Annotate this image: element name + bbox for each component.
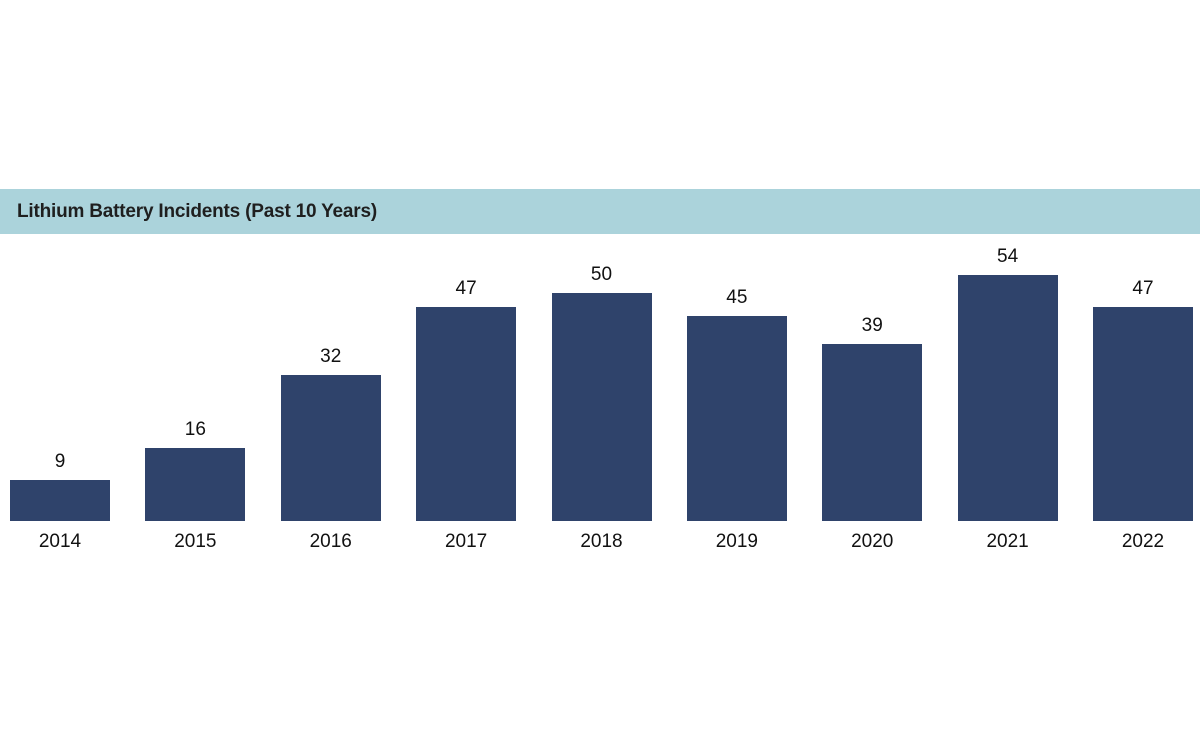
x-axis-labels: 2014 2015 2016 2017 2018 2019 2020 2021 2022 — [0, 531, 1200, 553]
bar-column: 39 — [822, 315, 923, 521]
x-axis-tick-label: 2021 — [986, 531, 1029, 552]
x-axis-tick-label: 2017 — [444, 531, 488, 552]
bar-column: 9 — [10, 451, 110, 521]
bar-value-label: 47 — [455, 278, 477, 299]
bar — [10, 480, 110, 521]
bar — [957, 275, 1058, 521]
bar-column: 45 — [686, 287, 787, 521]
bar-column: 50 — [551, 264, 652, 521]
chart-title-banner: Lithium Battery Incidents (Past 10 Years… — [0, 189, 1200, 234]
bar-value-label: 32 — [320, 346, 342, 367]
chart-title: Lithium Battery Incidents (Past 10 Years… — [17, 200, 377, 222]
bar-value-label: 47 — [1132, 278, 1154, 299]
bar — [822, 344, 923, 521]
bar-chart-plot-area: 9 16 32 47 50 45 39 54 47 — [0, 234, 1200, 521]
bar-column: 47 — [416, 278, 517, 521]
bar-column: 47 — [1093, 278, 1193, 521]
x-axis-tick-label: 2018 — [580, 531, 623, 552]
bar-value-label: 16 — [184, 419, 206, 440]
bar-column: 32 — [280, 346, 381, 521]
bar — [551, 293, 652, 521]
bar — [686, 316, 787, 521]
bar-column: 16 — [145, 419, 246, 521]
bar — [1093, 307, 1193, 521]
bar-value-label: 9 — [54, 451, 66, 472]
bar — [145, 448, 246, 521]
bar — [416, 307, 517, 521]
bar-value-label: 45 — [726, 287, 748, 308]
x-axis-tick-label: 2022 — [1121, 531, 1165, 552]
x-axis-tick-label: 2014 — [38, 531, 82, 552]
x-axis-tick-label: 2020 — [851, 531, 894, 552]
bar — [280, 375, 381, 521]
bar-value-label: 54 — [997, 246, 1019, 267]
x-axis-tick-label: 2019 — [715, 531, 759, 552]
x-axis-tick-label: 2016 — [309, 531, 352, 552]
x-axis-tick-label: 2015 — [174, 531, 217, 552]
bar-column: 54 — [957, 246, 1058, 521]
bar-value-label: 39 — [861, 315, 883, 336]
bar-value-label: 50 — [590, 264, 613, 285]
